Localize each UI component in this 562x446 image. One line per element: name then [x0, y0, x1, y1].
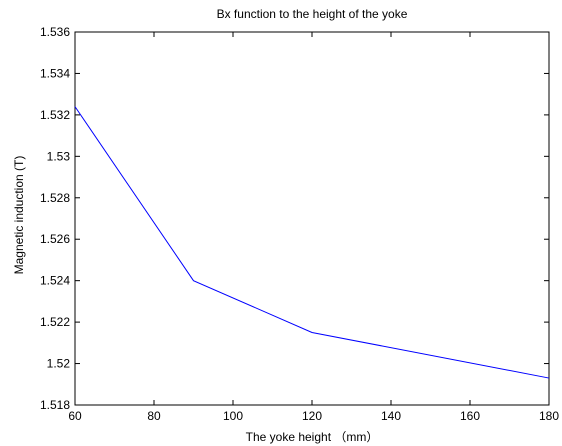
y-tick-label: 1.536 — [40, 25, 70, 39]
series-layer — [74, 106, 550, 379]
y-tick-label: 1.53 — [47, 149, 71, 163]
y-tick-label: 1.532 — [40, 108, 70, 122]
x-tick-label: 160 — [460, 409, 480, 423]
y-tick-label: 1.528 — [40, 191, 70, 205]
x-tick-label: 120 — [302, 409, 322, 423]
series-line — [74, 106, 550, 379]
x-tick-label: 180 — [539, 409, 559, 423]
y-tick-label: 1.526 — [40, 232, 70, 246]
y-axis-label: Magnetic induction (T) — [12, 156, 26, 275]
y-tick-label: 1.52 — [47, 357, 71, 371]
chart-title: Bx function to the height of the yoke — [217, 7, 408, 21]
axis-tick-labels: 60 80 100 120 140 160 180 1.518 1.52 1.522 1.524 1.… — [40, 25, 559, 423]
axis-ticks — [74, 31, 550, 406]
x-tick-label: 60 — [68, 409, 82, 423]
x-tick-label: 80 — [147, 409, 161, 423]
x-tick-label: 100 — [223, 409, 243, 423]
x-axis-label: The yoke height （mm） — [246, 430, 379, 444]
y-tick-label: 1.534 — [40, 66, 70, 80]
y-tick-label: 1.524 — [40, 274, 70, 288]
x-tick-label: 140 — [381, 409, 401, 423]
y-tick-label: 1.518 — [40, 398, 70, 412]
plot-area — [74, 31, 550, 406]
y-tick-label: 1.522 — [40, 315, 70, 329]
